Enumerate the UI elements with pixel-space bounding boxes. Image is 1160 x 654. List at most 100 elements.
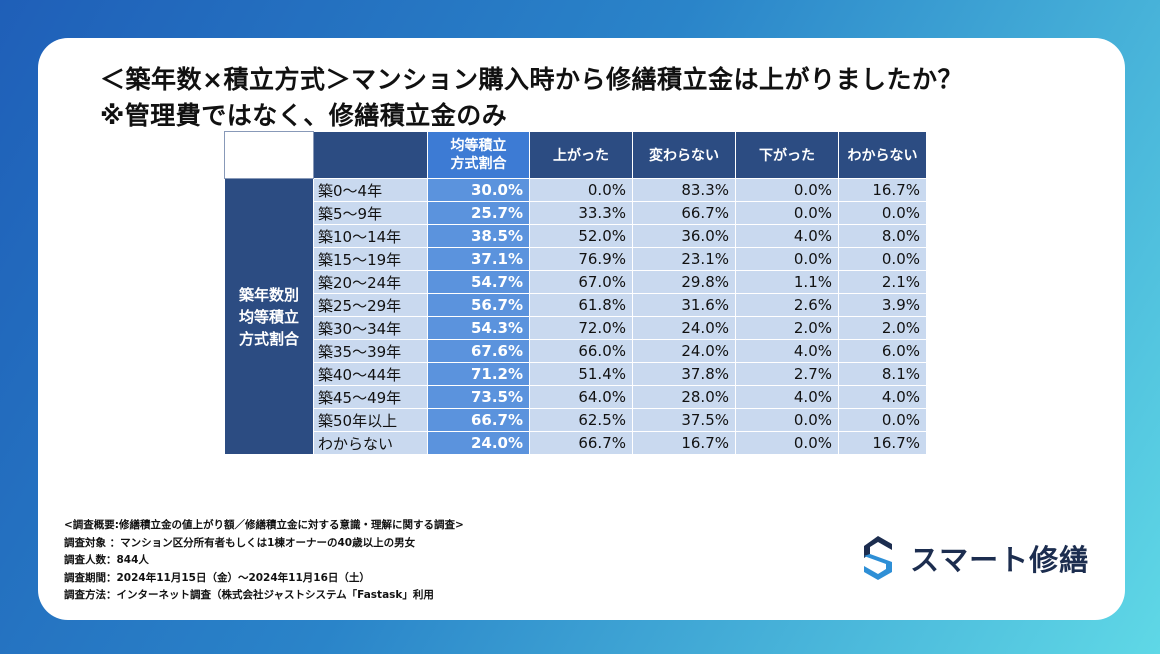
down-cell: 2.0% xyxy=(735,316,839,340)
same-cell: 66.7% xyxy=(632,201,736,225)
unknown-cell: 16.7% xyxy=(838,178,927,202)
same-cell: 83.3% xyxy=(632,178,736,202)
note-line: <調査概要:修繕積立金の値上がり額／修繕積立金に対する意識・理解に関する調査> xyxy=(64,519,464,531)
table-row: 築45～49年 73.5% 64.0% 28.0% 4.0% 4.0% xyxy=(225,385,927,409)
rate-cell: 30.0% xyxy=(427,178,530,202)
age-cell: 築40～44年 xyxy=(313,362,428,386)
survey-table: 均等積立 方式割合 上がった 変わらない 下がった わからない 築年数別 均等積立… xyxy=(224,131,927,455)
row-group-label-line: 均等積立 xyxy=(238,307,299,326)
unknown-cell: 2.1% xyxy=(838,270,927,294)
up-cell: 66.7% xyxy=(529,431,633,455)
same-cell: 37.8% xyxy=(632,362,736,386)
note-line: 調査対象 ：マンション区分所有者もしくは1棟オーナーの40歳以上の男女 xyxy=(64,536,416,549)
table-row: 築25～29年 56.7% 61.8% 31.6% 2.6% 3.9% xyxy=(225,293,927,317)
header-unknown: わからない xyxy=(838,131,927,179)
s-logo-icon xyxy=(864,536,892,580)
age-cell: 築15～19年 xyxy=(313,247,428,271)
row-group-label-line: 築年数別 xyxy=(238,285,299,304)
header-same: 変わらない xyxy=(632,131,736,179)
rate-cell: 37.1% xyxy=(427,247,530,271)
header-up: 上がった xyxy=(529,131,633,179)
age-cell: わからない xyxy=(313,431,428,455)
rate-cell: 66.7% xyxy=(427,408,530,432)
rate-cell: 54.7% xyxy=(427,270,530,294)
table-row: 築50年以上 66.7% 62.5% 37.5% 0.0% 0.0% xyxy=(225,408,927,432)
up-cell: 72.0% xyxy=(529,316,633,340)
unknown-cell: 8.0% xyxy=(838,224,927,248)
up-cell: 52.0% xyxy=(529,224,633,248)
up-cell: 51.4% xyxy=(529,362,633,386)
down-cell: 0.0% xyxy=(735,408,839,432)
note-line: 調査期間：2024年11月15日（金）～2024年11月16日（土） xyxy=(64,571,370,584)
same-cell: 16.7% xyxy=(632,431,736,455)
survey-notes: <調査概要:修繕積立金の値上がり額／修繕積立金に対する意識・理解に関する調査> … xyxy=(64,517,464,605)
age-cell: 築25～29年 xyxy=(313,293,428,317)
rate-cell: 25.7% xyxy=(427,201,530,225)
header-rate-line2: 方式割合 xyxy=(450,156,507,172)
note-line: 調査人数：844人 xyxy=(64,554,149,567)
unknown-cell: 16.7% xyxy=(838,431,927,455)
unknown-cell: 8.1% xyxy=(838,362,927,386)
same-cell: 36.0% xyxy=(632,224,736,248)
rate-cell: 54.3% xyxy=(427,316,530,340)
up-cell: 62.5% xyxy=(529,408,633,432)
down-cell: 0.0% xyxy=(735,201,839,225)
age-cell: 築50年以上 xyxy=(313,408,428,432)
same-cell: 31.6% xyxy=(632,293,736,317)
up-cell: 76.9% xyxy=(529,247,633,271)
up-cell: 64.0% xyxy=(529,385,633,409)
up-cell: 66.0% xyxy=(529,339,633,363)
age-cell: 築10～14年 xyxy=(313,224,428,248)
table-row: 築10～14年 38.5% 52.0% 36.0% 4.0% 8.0% xyxy=(225,224,927,248)
age-cell: 築0～4年 xyxy=(313,178,428,202)
table-row: 築40～44年 71.2% 51.4% 37.8% 2.7% 8.1% xyxy=(225,362,927,386)
down-cell: 1.1% xyxy=(735,270,839,294)
unknown-cell: 2.0% xyxy=(838,316,927,340)
table-row: 築5～9年 25.7% 33.3% 66.7% 0.0% 0.0% xyxy=(225,201,927,225)
row-group-label: 築年数別均等積立方式割合 xyxy=(224,178,314,455)
unknown-cell: 0.0% xyxy=(838,247,927,271)
unknown-cell: 6.0% xyxy=(838,339,927,363)
same-cell: 24.0% xyxy=(632,339,736,363)
same-cell: 29.8% xyxy=(632,270,736,294)
table-row: 築15～19年 37.1% 76.9% 23.1% 0.0% 0.0% xyxy=(225,247,927,271)
rate-cell: 38.5% xyxy=(427,224,530,248)
rate-cell: 24.0% xyxy=(427,431,530,455)
age-header-blank xyxy=(313,131,428,179)
page-subtitle: ※管理費ではなく、修繕積立金のみ xyxy=(100,101,508,130)
down-cell: 2.7% xyxy=(735,362,839,386)
down-cell: 0.0% xyxy=(735,431,839,455)
same-cell: 28.0% xyxy=(632,385,736,409)
table-row: 築30～34年 54.3% 72.0% 24.0% 2.0% 2.0% xyxy=(225,316,927,340)
corner-blank xyxy=(224,131,314,179)
up-cell: 0.0% xyxy=(529,178,633,202)
age-cell: 築20～24年 xyxy=(313,270,428,294)
down-cell: 4.0% xyxy=(735,224,839,248)
header-row: 均等積立 方式割合 上がった 変わらない 下がった わからない xyxy=(224,131,927,179)
age-cell: 築45～49年 xyxy=(313,385,428,409)
down-cell: 0.0% xyxy=(735,247,839,271)
brand-logo: スマート修繕 xyxy=(858,532,1089,584)
row-group-label-line: 方式割合 xyxy=(238,329,299,348)
same-cell: 37.5% xyxy=(632,408,736,432)
header-rate: 均等積立 方式割合 xyxy=(427,131,530,179)
table-row: わからない 24.0% 66.7% 16.7% 0.0% 16.7% xyxy=(225,431,927,455)
table-row: 築20～24年 54.7% 67.0% 29.8% 1.1% 2.1% xyxy=(225,270,927,294)
unknown-cell: 0.0% xyxy=(838,408,927,432)
page-title: ＜築年数×積立方式＞マンション購入時から修繕積立金は上がりましたか？ xyxy=(100,65,963,94)
unknown-cell: 4.0% xyxy=(838,385,927,409)
down-cell: 2.6% xyxy=(735,293,839,317)
up-cell: 61.8% xyxy=(529,293,633,317)
rate-cell: 73.5% xyxy=(427,385,530,409)
note-line: 調査方法：インターネット調査（株式会社ジャストシステム「Fastask」利用 xyxy=(64,589,434,602)
unknown-cell: 0.0% xyxy=(838,201,927,225)
rate-cell: 71.2% xyxy=(427,362,530,386)
logo-text: スマート修繕 xyxy=(910,543,1090,577)
up-cell: 67.0% xyxy=(529,270,633,294)
down-cell: 4.0% xyxy=(735,339,839,363)
header-down: 下がった xyxy=(735,131,839,179)
age-cell: 築5～9年 xyxy=(313,201,428,225)
same-cell: 23.1% xyxy=(632,247,736,271)
same-cell: 24.0% xyxy=(632,316,736,340)
unknown-cell: 3.9% xyxy=(838,293,927,317)
